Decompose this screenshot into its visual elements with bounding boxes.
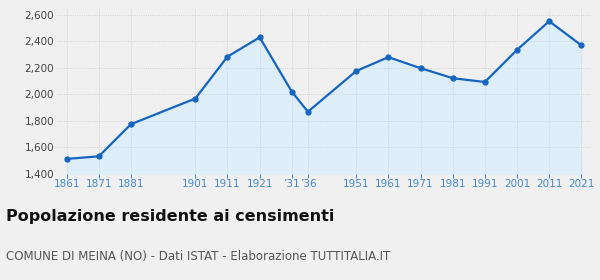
Text: Popolazione residente ai censimenti: Popolazione residente ai censimenti — [6, 209, 334, 224]
Text: COMUNE DI MEINA (NO) - Dati ISTAT - Elaborazione TUTTITALIA.IT: COMUNE DI MEINA (NO) - Dati ISTAT - Elab… — [6, 250, 390, 263]
